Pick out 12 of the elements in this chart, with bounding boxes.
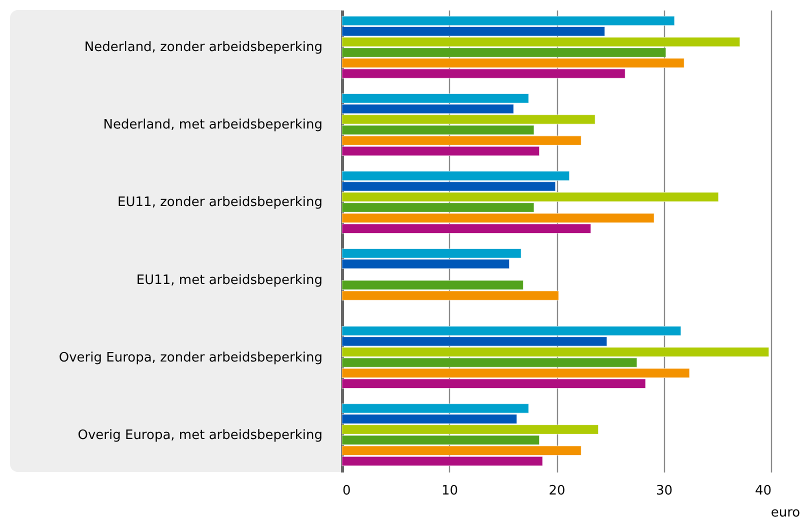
x-tick-label: 30 <box>656 484 673 498</box>
x-tick-label: 10 <box>441 484 458 498</box>
x-tick-label: 20 <box>548 484 566 498</box>
x-axis-title: euro <box>770 506 800 520</box>
x-tick-label: 0 <box>342 484 351 498</box>
y-tick-label: Nederland, zonder arbeidsbeperking <box>84 40 322 56</box>
y-tick-label: EU11, zonder arbeidsbeperking <box>118 195 322 210</box>
y-tick-label: EU11, met arbeidsbeperking <box>136 272 322 288</box>
y-tick-label: Overig Europa, zonder arbeidsbeperking <box>58 350 322 366</box>
x-tick-label: 40 <box>754 484 772 498</box>
y-tick-label: Overig Europa, met arbeidsbeperking <box>78 428 322 443</box>
y-tick-label: Nederland, met arbeidsbeperking <box>103 118 322 133</box>
